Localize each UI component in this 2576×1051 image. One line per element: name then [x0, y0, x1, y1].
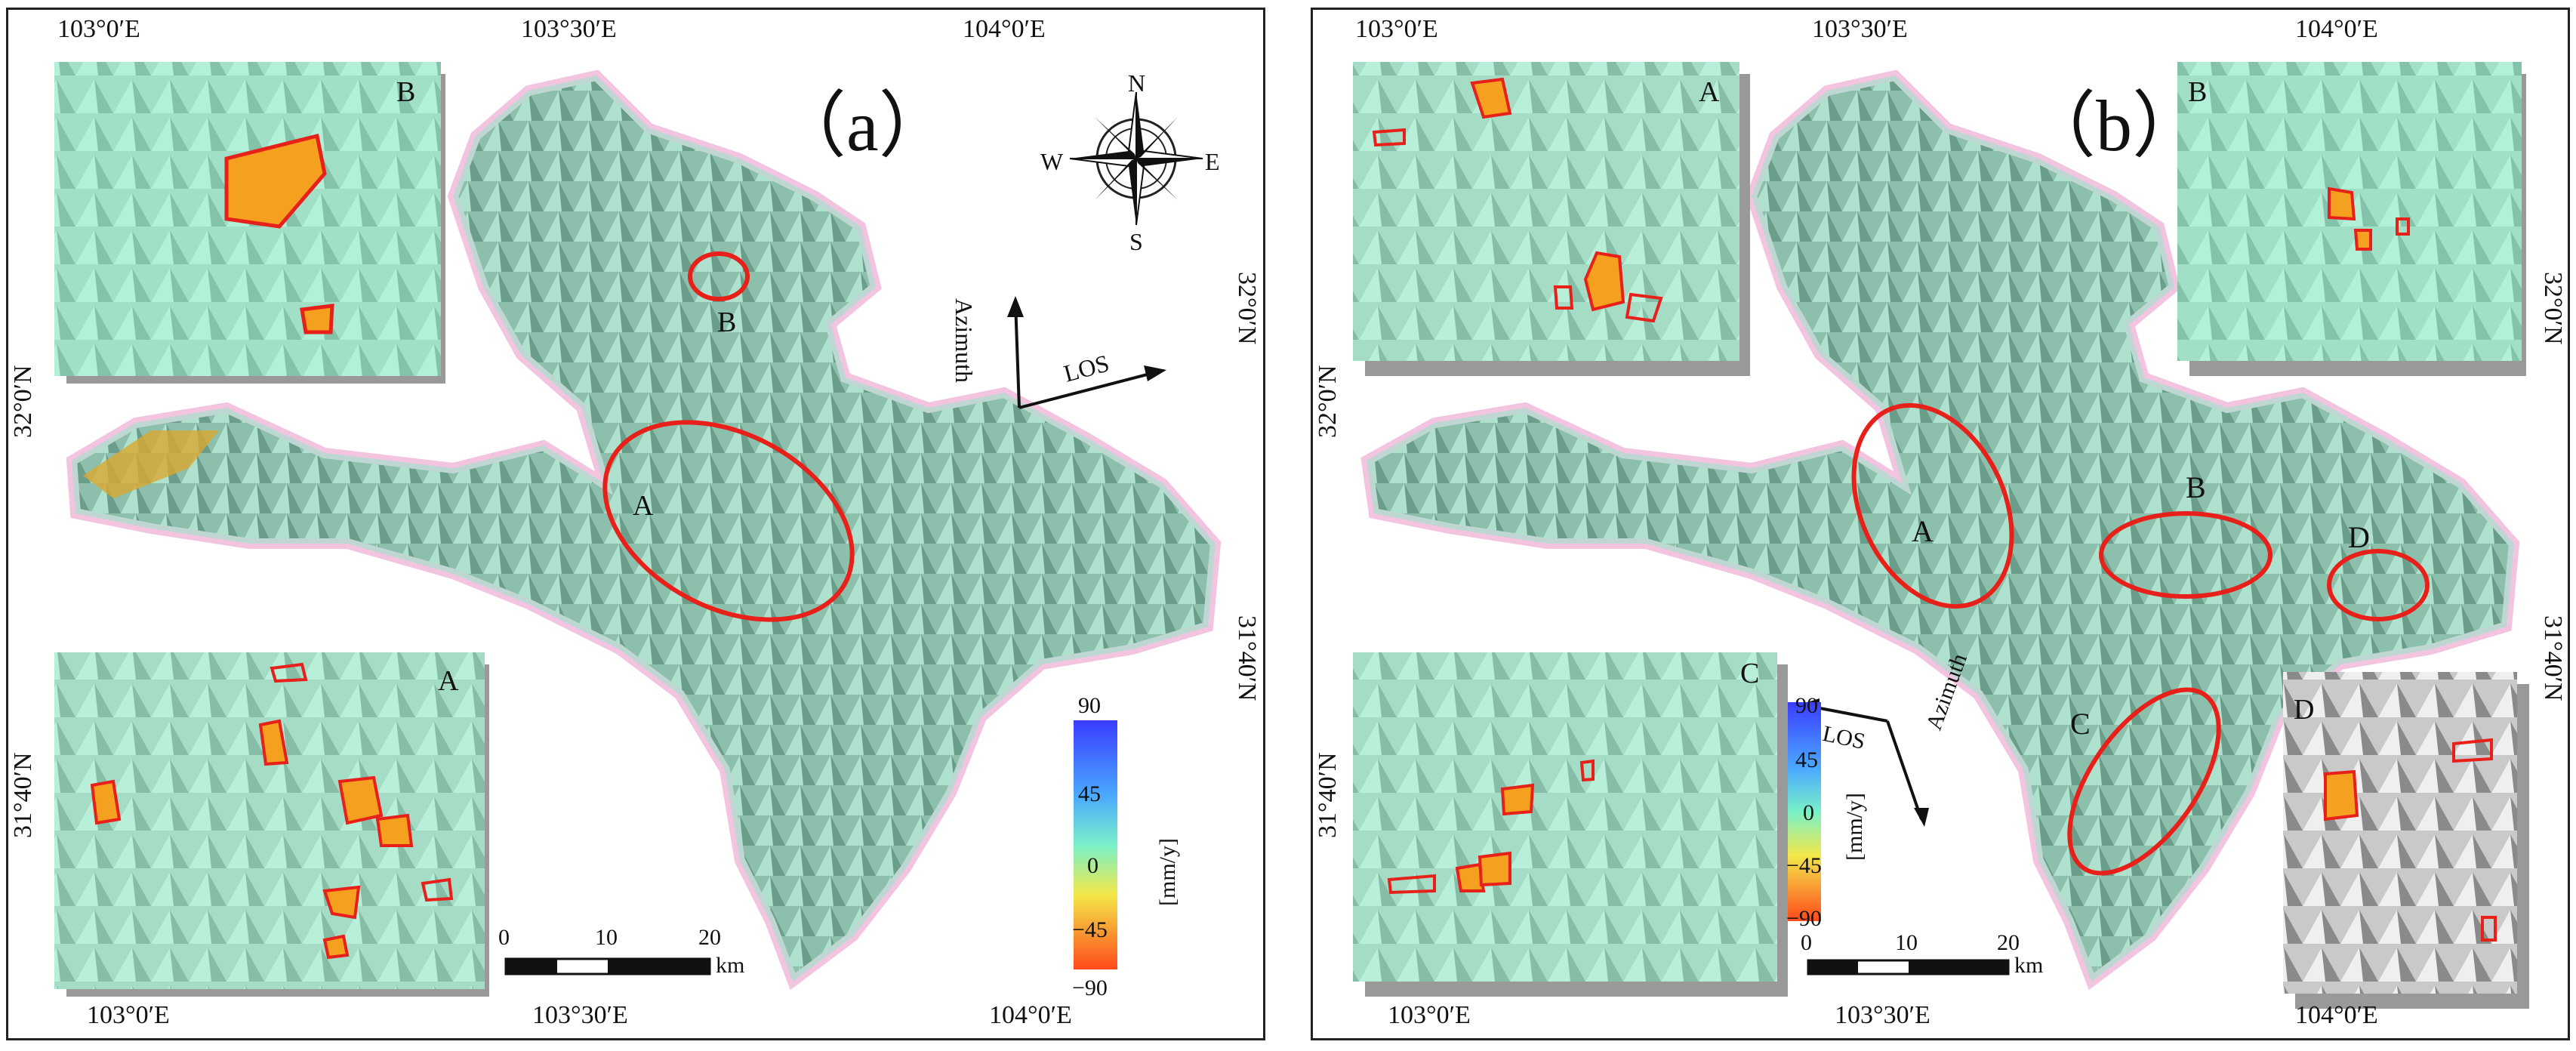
site-label-d-b: D — [2348, 520, 2370, 554]
right-tick-a-1: 32°0′N — [1233, 272, 1261, 345]
inset-a-b — [1353, 62, 1750, 376]
bottom-tick-b-3: 104°0′E — [2295, 1001, 2378, 1029]
bottom-tick-b-1: 103°0′E — [1388, 1001, 1471, 1029]
left-tick-b-2: 31°40′N — [1314, 752, 1342, 838]
top-tick-b-2: 103°30′E — [1812, 15, 1908, 43]
colorbar-a-unit: [mm/y] — [1155, 838, 1180, 906]
colorbar-a-max: 90 — [1078, 693, 1101, 718]
site-b-highlight-a — [688, 251, 750, 301]
region-map-a — [66, 69, 1222, 991]
panel-b-frame — [1311, 8, 2570, 1040]
top-tick-a-1: 103°0′E — [57, 15, 140, 43]
inset-label-b-a: B — [396, 76, 416, 108]
site-b-highlight-b — [2099, 511, 2272, 599]
site-a-highlight-b — [1851, 402, 2014, 609]
inset-label-a-b: A — [1699, 76, 1720, 108]
look-direction-arrows-a — [1007, 296, 1166, 409]
left-tick-a-1: 32°0′N — [9, 365, 37, 438]
right-tick-a-2: 31°40′N — [1233, 615, 1261, 701]
left-tick-b-1: 32°0′N — [1314, 365, 1342, 438]
scale-b-0: 0 — [1801, 930, 1812, 955]
colorbar-a-45: 45 — [1078, 781, 1101, 806]
colorbar-a — [1074, 720, 1117, 969]
site-a-highlight-a — [602, 420, 855, 622]
colorbar-b-min: −90 — [1786, 906, 1822, 931]
scale-b-10: 10 — [1895, 930, 1918, 955]
panel-a-title: （a） — [774, 85, 951, 166]
panel-b-title: （b） — [2023, 85, 2205, 166]
compass-n: N — [1128, 69, 1146, 97]
bottom-tick-a-1: 103°0′E — [87, 1001, 170, 1029]
inset-label-d-b: D — [2294, 694, 2315, 726]
colorbar-b-unit: [mm/y] — [1842, 793, 1867, 861]
site-label-b-b: B — [2186, 470, 2206, 504]
scale-a-10: 10 — [595, 925, 618, 950]
site-label-a-a: A — [633, 490, 654, 522]
inset-d-b — [2283, 672, 2529, 1009]
site-d-highlight-b — [2327, 549, 2430, 621]
colorbar-a-min: −90 — [1072, 975, 1108, 1000]
scale-a-20: 20 — [698, 925, 721, 950]
inset-label-c-b: C — [1740, 658, 1760, 689]
colorbar-b-45: 45 — [1795, 747, 1818, 772]
colorbar-b-m45: −45 — [1786, 853, 1822, 878]
colorbar-a-m45: −45 — [1072, 917, 1108, 942]
scale-bar-b — [1807, 959, 2010, 975]
top-tick-a-2: 103°30′E — [521, 15, 617, 43]
site-label-b-a: B — [717, 307, 737, 338]
bottom-tick-a-3: 104°0′E — [989, 1001, 1072, 1029]
scale-bar-a — [504, 957, 711, 975]
inset-b-a — [54, 62, 445, 384]
scale-a-0: 0 — [498, 925, 510, 950]
scale-b-unit: km — [2014, 953, 2044, 978]
site-label-c-b: C — [2070, 707, 2091, 741]
right-tick-b-2: 31°40′N — [2539, 615, 2567, 701]
top-tick-a-3: 104°0′E — [963, 15, 1046, 43]
inset-a-a — [54, 652, 489, 997]
inset-label-b-b: B — [2188, 76, 2208, 108]
inset-label-a-a: A — [438, 665, 459, 697]
colorbar-a-0: 0 — [1087, 853, 1098, 878]
compass-s: S — [1129, 228, 1143, 255]
bottom-tick-a-2: 103°30′E — [532, 1001, 628, 1029]
top-tick-b-3: 104°0′E — [2295, 15, 2378, 43]
site-c-highlight-b — [2067, 687, 2221, 876]
compass-e: E — [1205, 148, 1220, 175]
inset-c-b — [1353, 652, 1788, 997]
inset-b-b — [2177, 62, 2526, 376]
azimuth-label-a: Azimuth — [951, 298, 978, 383]
top-tick-b-1: 103°0′E — [1355, 15, 1438, 43]
region-map-b — [1360, 69, 2520, 991]
right-tick-b-1: 32°0′N — [2539, 272, 2567, 345]
compass-w: W — [1040, 148, 1064, 175]
scale-b-20: 20 — [1997, 930, 2020, 955]
colorbar-b — [1788, 702, 1821, 921]
colorbar-b-0: 0 — [1803, 800, 1814, 825]
scale-a-unit: km — [716, 953, 745, 978]
left-tick-a-2: 31°40′N — [9, 752, 37, 838]
site-label-a-b: A — [1912, 514, 1934, 548]
colorbar-b-max: 90 — [1795, 693, 1818, 718]
compass-icon — [1069, 91, 1203, 226]
bottom-tick-b-2: 103°30′E — [1835, 1001, 1930, 1029]
